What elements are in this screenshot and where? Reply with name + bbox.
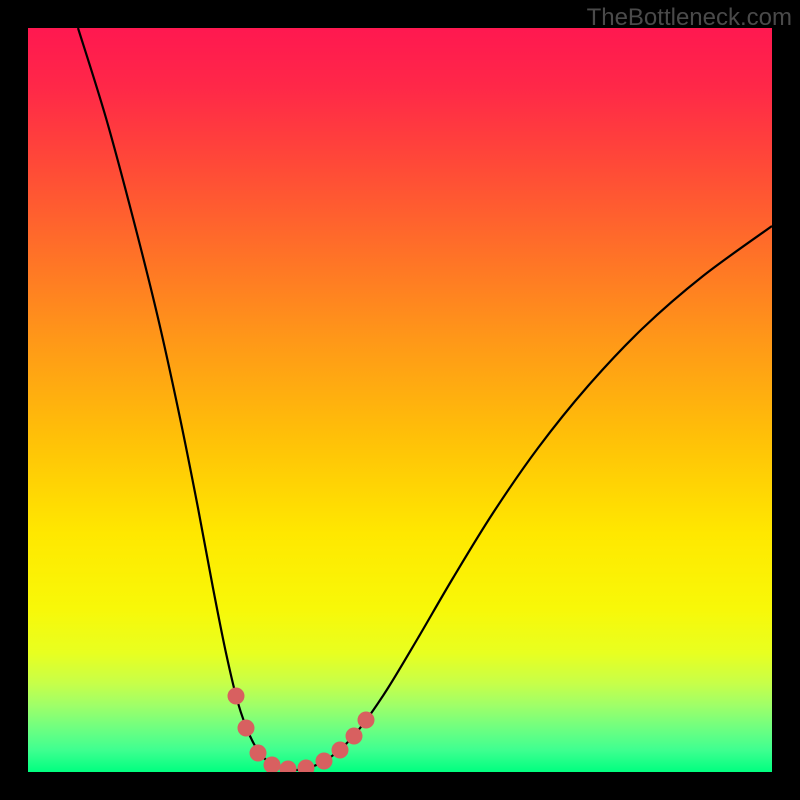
- curve-marker: [280, 761, 297, 773]
- watermark-text: TheBottleneck.com: [587, 4, 792, 32]
- curve-marker: [298, 760, 315, 773]
- curve-marker: [316, 753, 333, 770]
- bottleneck-curve: [28, 28, 772, 772]
- curve-marker: [238, 720, 255, 737]
- curve-marker: [346, 728, 363, 745]
- curve-markers: [228, 688, 375, 773]
- curve-marker: [250, 745, 267, 762]
- curve-marker: [332, 742, 349, 759]
- plot-area: [28, 28, 772, 772]
- curve-marker: [228, 688, 245, 705]
- curve-marker: [358, 712, 375, 729]
- curve-line: [78, 28, 772, 770]
